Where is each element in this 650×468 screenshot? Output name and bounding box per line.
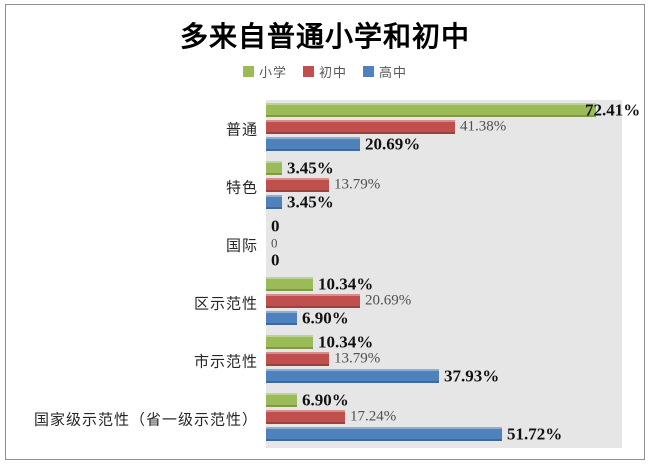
- bar-primary-school: [266, 103, 596, 117]
- bar-junior-high: [266, 352, 329, 366]
- value-label: 72.41%: [585, 100, 641, 120]
- bar-junior-high: [266, 178, 329, 192]
- value-label: 6.90%: [302, 308, 349, 328]
- value-label: 13.79%: [334, 176, 381, 193]
- value-label: 51.72%: [507, 424, 563, 444]
- legend-label: 高中: [379, 65, 408, 80]
- category-label: 国家级示范性（省一级示范性）: [33, 412, 258, 429]
- legend: 小学 初中 高中: [6, 62, 644, 81]
- bar-junior-high: [266, 120, 455, 134]
- value-label: 13.79%: [334, 350, 381, 367]
- category-label: 普通: [225, 122, 258, 139]
- bar-senior-high: [266, 137, 360, 151]
- value-label: 3.45%: [287, 158, 334, 178]
- category-label: 特色: [225, 180, 258, 197]
- value-label: 3.45%: [287, 192, 334, 212]
- value-label: 10.34%: [318, 274, 374, 294]
- bar-junior-high: [266, 294, 360, 308]
- primary-school-swatch-icon: [242, 66, 254, 77]
- plot-area: [266, 100, 622, 448]
- chart-title: 多来自普通小学和初中: [179, 22, 470, 53]
- value-label: 17.24%: [350, 408, 397, 425]
- bar-senior-high: [266, 311, 297, 325]
- bar-primary-school: [266, 393, 297, 407]
- value-label: 20.69%: [365, 134, 421, 154]
- legend-item-senior-high: 高中: [363, 62, 407, 81]
- bar-senior-high: [266, 195, 282, 209]
- bar-junior-high: [266, 410, 345, 424]
- bar-senior-high: [266, 427, 502, 441]
- junior-high-swatch-icon: [302, 66, 314, 77]
- legend-item-junior-high: 初中: [302, 62, 347, 81]
- value-label: 20.69%: [365, 292, 412, 309]
- category-label: 国际: [225, 238, 258, 255]
- chart-frame: 多来自普通小学和初中 小学 初中 高中 普通 72.41% 41.38% 20.69%…: [5, 4, 645, 460]
- value-label: 37.93%: [444, 366, 500, 386]
- senior-high-swatch-icon: [363, 66, 374, 77]
- bar-senior-high: [266, 369, 439, 383]
- value-label: 10.34%: [318, 332, 374, 352]
- value-label: 0: [271, 216, 280, 236]
- bar-primary-school: [266, 335, 313, 349]
- legend-item-primary-school: 小学: [242, 62, 287, 81]
- legend-label: 小学: [258, 65, 287, 80]
- value-label: 41.38%: [460, 118, 507, 135]
- value-label: 6.90%: [302, 390, 349, 410]
- value-label: 0: [271, 250, 280, 270]
- category-label: 区示范性: [193, 296, 258, 313]
- bar-primary-school: [266, 161, 282, 175]
- value-label: 0: [271, 235, 278, 251]
- bar-primary-school: [266, 277, 313, 291]
- legend-label: 初中: [318, 65, 347, 80]
- category-label: 市示范性: [193, 354, 258, 371]
